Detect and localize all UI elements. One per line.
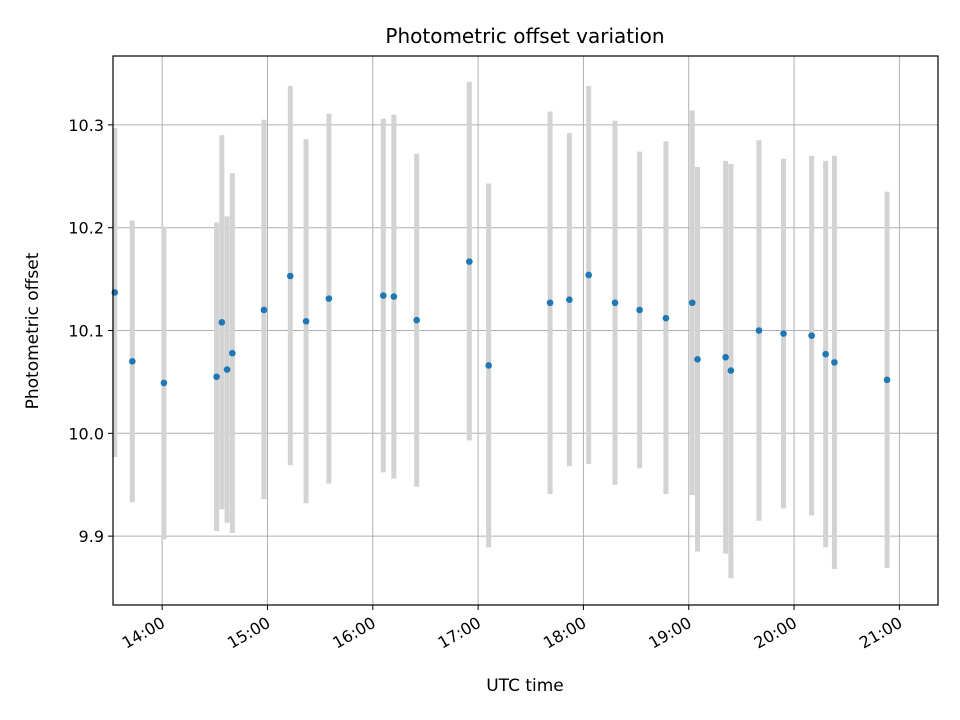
y-tick-label: 10.0 <box>68 424 104 443</box>
y-tick-label: 10.2 <box>68 219 104 238</box>
chart-title: Photometric offset variation <box>385 24 664 48</box>
y-tick-label: 10.1 <box>68 322 104 341</box>
data-point <box>413 316 420 324</box>
data-point <box>286 272 294 280</box>
data-point <box>213 373 220 381</box>
data-point <box>485 362 492 369</box>
y-axis: 9.9 10.0 10.1 10.2 10.3 <box>68 116 113 546</box>
y-tick-label: 10.3 <box>68 116 104 135</box>
data-point <box>822 350 829 358</box>
data-point <box>755 327 763 334</box>
data-point <box>129 358 136 365</box>
y-tick-label: 9.9 <box>79 527 104 546</box>
data-point <box>727 367 735 374</box>
data-point <box>883 376 891 384</box>
data-point <box>302 317 310 325</box>
data-point <box>611 299 619 307</box>
y-axis-label: Photometric offset <box>23 252 43 409</box>
data-point <box>223 366 231 373</box>
data-point <box>688 299 696 307</box>
data-point <box>218 318 226 326</box>
data-point <box>546 299 554 307</box>
data-point <box>325 295 333 302</box>
grid <box>113 56 938 605</box>
x-axis-label: UTC time <box>486 676 564 696</box>
data-points <box>111 258 891 387</box>
data-point <box>808 332 815 339</box>
data-point <box>466 258 473 265</box>
data-point <box>566 296 573 303</box>
data-point <box>636 306 643 314</box>
data-point <box>831 359 838 366</box>
data-point <box>160 379 168 387</box>
data-point <box>380 292 387 299</box>
data-point <box>662 314 670 322</box>
data-point <box>694 355 701 363</box>
data-point <box>260 306 268 314</box>
data-point <box>390 293 398 300</box>
data-point <box>722 353 729 361</box>
data-point <box>585 271 592 279</box>
data-point <box>229 349 236 357</box>
data-point <box>780 330 787 337</box>
